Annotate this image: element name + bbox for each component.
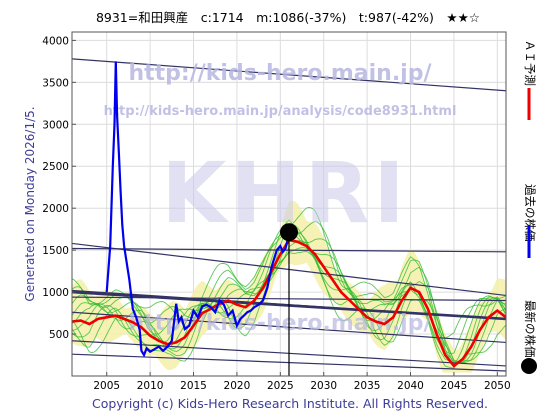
watermark-url-detail: http://kids-hero.main.jp/analysis/code89… — [104, 104, 457, 119]
y-tick-label: 2000 — [42, 203, 69, 215]
copyright-footer: Copyright (c) Kids-Hero Research Institu… — [92, 396, 488, 411]
x-tick-label: 2050 — [484, 380, 511, 392]
x-tick-label: 2030 — [310, 380, 337, 392]
legend-latest-marker — [521, 358, 537, 374]
chart-title: 8931=和田興産 c:1714 m:1086(-37%) t:987(-42%… — [96, 10, 480, 25]
legend: ＡＩ予測 過去の株価 最新の株価 — [521, 40, 537, 374]
forecast-band-fill — [72, 200, 506, 373]
trend-line — [72, 58, 506, 92]
x-tick-label: 2020 — [224, 380, 251, 392]
latest-marker-group — [280, 223, 298, 376]
series-past-price — [105, 61, 291, 358]
y-tick-label: 1500 — [42, 245, 69, 257]
legend-ai-label: ＡＩ予測 — [523, 40, 537, 86]
legend-latest-label: 最新の株価 — [523, 300, 537, 358]
x-tick-label: 2005 — [93, 380, 120, 392]
y-tick-label: 2500 — [42, 161, 69, 173]
x-tick-label: 2040 — [397, 380, 424, 392]
y-tick-label: 3500 — [42, 77, 69, 89]
generated-label: Generated on Monday 2026/1/5. — [23, 106, 37, 301]
plot-frame — [71, 31, 507, 377]
axes: 2005 2010 2015 2020 2025 2030 2035 2040 2045 2050… — [42, 35, 510, 392]
x-tick-label: 2015 — [180, 380, 207, 392]
x-tick-label: 2035 — [354, 380, 381, 392]
y-tick-label: 3000 — [42, 119, 69, 131]
legend-past-label: 過去の株価 — [523, 184, 537, 242]
y-tick-label: 1000 — [42, 287, 69, 299]
watermark-url: http://kids-hero.main.jp/ — [128, 61, 432, 86]
latest-price-marker — [280, 223, 298, 242]
x-tick-label: 2025 — [267, 380, 294, 392]
y-tick-label: 500 — [49, 329, 69, 341]
x-tick-label: 2045 — [441, 380, 468, 392]
x-tick-label: 2010 — [137, 380, 164, 392]
y-tick-label: 4000 — [42, 35, 69, 47]
